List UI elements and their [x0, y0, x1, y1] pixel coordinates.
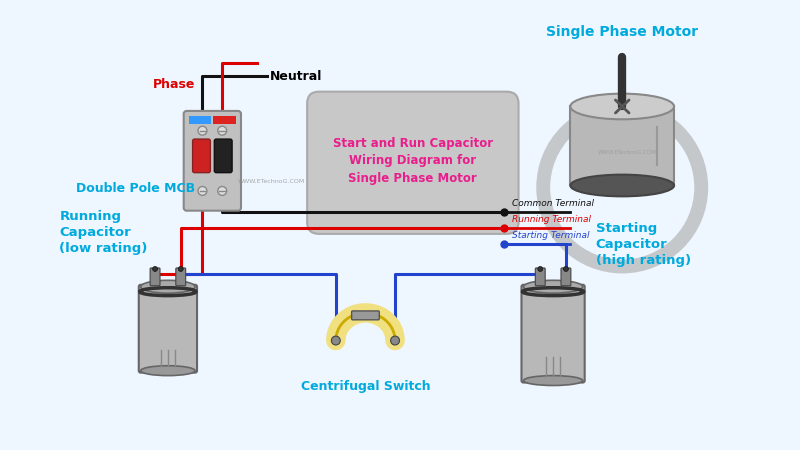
- Text: Starting Terminal: Starting Terminal: [512, 231, 589, 240]
- Text: Starting
Capacitor
(high rating): Starting Capacitor (high rating): [595, 222, 690, 267]
- Text: WWW.ETechnoG.COM: WWW.ETechnoG.COM: [598, 150, 657, 155]
- Circle shape: [538, 266, 542, 271]
- Circle shape: [563, 266, 568, 271]
- Ellipse shape: [141, 366, 195, 376]
- Text: Running
Capacitor
(low rating): Running Capacitor (low rating): [59, 210, 148, 255]
- Circle shape: [198, 126, 207, 135]
- Text: Running Terminal: Running Terminal: [512, 215, 590, 224]
- FancyBboxPatch shape: [561, 268, 571, 286]
- FancyBboxPatch shape: [138, 285, 197, 373]
- Circle shape: [198, 186, 207, 195]
- Circle shape: [218, 126, 226, 135]
- Circle shape: [331, 336, 340, 345]
- FancyBboxPatch shape: [176, 268, 186, 286]
- FancyBboxPatch shape: [352, 311, 379, 320]
- Polygon shape: [570, 107, 674, 185]
- Text: WWW.ETechnoG.COM: WWW.ETechnoG.COM: [238, 179, 306, 184]
- FancyBboxPatch shape: [193, 139, 210, 173]
- Text: Double Pole MCB: Double Pole MCB: [76, 182, 195, 195]
- FancyBboxPatch shape: [214, 116, 236, 124]
- Circle shape: [178, 266, 183, 271]
- FancyBboxPatch shape: [214, 139, 232, 173]
- Text: Centrifugal Switch: Centrifugal Switch: [301, 380, 430, 393]
- Text: Start and Run Capacitor
Wiring Diagram for
Single Phase Motor: Start and Run Capacitor Wiring Diagram f…: [333, 137, 493, 185]
- FancyBboxPatch shape: [307, 92, 518, 234]
- Ellipse shape: [141, 280, 195, 293]
- FancyBboxPatch shape: [535, 268, 545, 286]
- Ellipse shape: [570, 94, 674, 119]
- FancyBboxPatch shape: [150, 268, 160, 286]
- Text: Neutral: Neutral: [270, 70, 322, 83]
- FancyBboxPatch shape: [189, 116, 211, 124]
- Text: Single Phase Motor: Single Phase Motor: [546, 25, 698, 39]
- Circle shape: [153, 266, 158, 271]
- Circle shape: [390, 336, 399, 345]
- FancyBboxPatch shape: [184, 111, 241, 211]
- Circle shape: [218, 186, 226, 195]
- Ellipse shape: [570, 175, 674, 196]
- Ellipse shape: [523, 280, 582, 293]
- FancyBboxPatch shape: [522, 285, 585, 382]
- Text: Phase: Phase: [153, 78, 195, 91]
- Ellipse shape: [523, 376, 582, 386]
- Text: Common Terminal: Common Terminal: [512, 199, 594, 208]
